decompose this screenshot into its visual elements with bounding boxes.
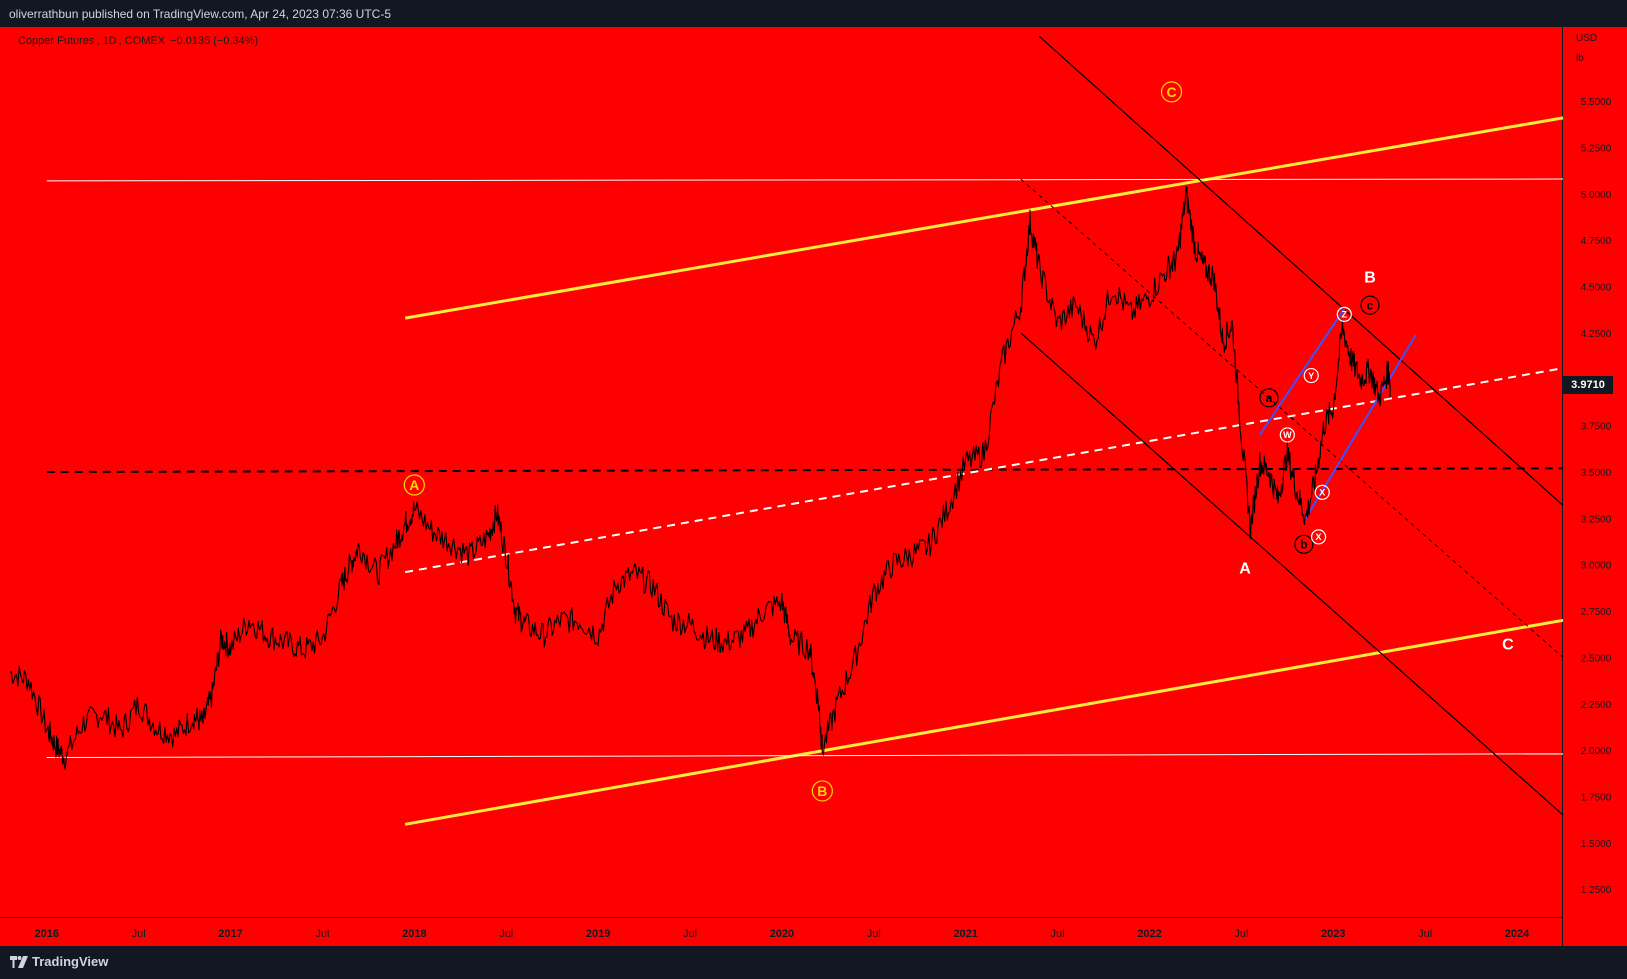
trend-line-white-thin [46, 753, 1564, 759]
wave-label-circle [1360, 295, 1380, 315]
time-axis-background [0, 917, 1563, 946]
time-tick-label: Jul [1051, 928, 1065, 940]
wave-label-B: B [817, 783, 827, 799]
wave-label-circle [1259, 388, 1279, 408]
symbol-legend[interactable]: Copper Futures, 1D, COMEX −0.0135 (−0.34… [18, 35, 259, 47]
price-tick-label: 2.5000 [1581, 653, 1612, 664]
symbol-exchange: COMEX [124, 35, 166, 47]
wave-label-X: X [1316, 532, 1322, 542]
wave-label-X: X [1319, 488, 1325, 498]
footer-bar: TradingView [0, 946, 1627, 979]
wave-label-circle [403, 474, 425, 496]
wave-label-C: C [1166, 84, 1176, 100]
price-tick-label: 4.7500 [1581, 236, 1612, 247]
symbol-name: Copper Futures [18, 35, 95, 47]
trend-line-black-thin-dashed [1020, 178, 1564, 658]
wave-label-circle [1160, 81, 1183, 103]
wave-label-C: C [1502, 636, 1514, 653]
time-tick-label: Jul [499, 928, 513, 940]
symbol-interval: 1D [102, 35, 117, 47]
time-tick-label: Jul [867, 928, 881, 940]
price-axis-background [1563, 27, 1627, 946]
price-line [9, 186, 1391, 770]
trend-line-yellow [404, 116, 1564, 320]
publisher-bar: oliverrathbun published on TradingView.c… [0, 0, 1627, 27]
trend-line-white-thin [46, 178, 1564, 182]
trend-line-blue [1304, 334, 1417, 519]
price-tick-label: 3.0000 [1581, 561, 1612, 572]
last-price-tag: 3.9710 [1563, 375, 1613, 394]
time-tick-label: 2018 [402, 928, 426, 940]
time-axis-ticks: 2016 Jul 2017 Jul 2018 Jul 2019 Jul 2020 Jul 2021 J… [35, 928, 1531, 940]
time-tick-label: Jul [683, 928, 697, 940]
wave-label-Y: Y [1308, 371, 1314, 381]
trend-line-black [1038, 35, 1564, 506]
time-tick-label: 2020 [770, 928, 794, 940]
wave-label-Z: Z [1342, 310, 1348, 320]
wave-labels-layer: C A B B A Ca b c W X X Y Z [403, 81, 1514, 802]
price-tick-label: 5.0000 [1581, 190, 1612, 201]
wave-label-circle [811, 780, 833, 802]
wave-label-B: B [1364, 269, 1376, 286]
wave-label-A: A [1239, 560, 1251, 577]
price-tick-label: 1.7500 [1581, 792, 1612, 803]
axis-unit: lb [1576, 53, 1584, 64]
time-tick-label: 2019 [586, 928, 610, 940]
price-tick-label: 3.7500 [1581, 422, 1612, 433]
wave-label-circle [1310, 529, 1327, 545]
time-tick-label: 2023 [1321, 928, 1345, 940]
price-tick-label: 5.2500 [1581, 144, 1612, 155]
time-tick-label: Jul [132, 928, 146, 940]
trend-line-yellow [404, 618, 1564, 826]
time-tick-label: Jul [1234, 928, 1248, 940]
price-tick-label: 3.2500 [1581, 514, 1612, 525]
tradingview-logo[interactable]: TradingView [10, 954, 108, 969]
brand-text: TradingView [32, 954, 109, 969]
time-tick-label: 2016 [35, 928, 59, 940]
chart-svg[interactable]: C A B B A Ca b c W X X Y Z 5.5000 5.2500 5.0000 4.7500 4… [0, 27, 1627, 946]
axis-currency: USD [1576, 33, 1598, 44]
price-tick-label: 1.2500 [1581, 885, 1612, 896]
price-tick-label: 4.5000 [1581, 283, 1612, 294]
price-tick-label: 3.5000 [1581, 468, 1612, 479]
price-tick-label: 4.2500 [1581, 329, 1612, 340]
wave-label-b: b [1300, 538, 1307, 552]
trend-line-black-dashed [46, 467, 1564, 473]
time-tick-label: 2017 [218, 928, 242, 940]
price-tick-label: 5.5000 [1581, 97, 1612, 108]
price-tick-label: 2.2500 [1581, 700, 1612, 711]
time-tick-label: Jul [1418, 928, 1432, 940]
wave-label-c: c [1367, 298, 1374, 312]
wave-label-A: A [409, 477, 419, 493]
wave-label-circle [1303, 367, 1319, 384]
time-tick-label: Jul [315, 928, 329, 940]
wave-label-circle [1294, 534, 1314, 554]
time-tick-label: 2024 [1505, 928, 1530, 940]
price-tick-label: 2.7500 [1581, 607, 1612, 618]
price-axis-ticks: 5.5000 5.2500 5.0000 4.7500 4.5000 4.2500 3.75… [1581, 97, 1612, 896]
time-tick-label: 2022 [1137, 928, 1161, 940]
wave-label-a: a [1266, 391, 1273, 405]
price-tick-label: 1.5000 [1581, 839, 1612, 850]
wave-label-W: W [1283, 430, 1292, 440]
wave-label-circle [1279, 427, 1295, 443]
publisher-text: oliverrathbun published on TradingView.c… [9, 7, 392, 21]
drawn-lines-layer [46, 35, 1564, 826]
symbol-change: −0.0135 (−0.34%) [170, 35, 259, 47]
price-series-layer [9, 186, 1391, 770]
wave-label-circle [1314, 484, 1330, 500]
price-tick-label: 2.0000 [1581, 746, 1612, 757]
time-tick-label: 2021 [953, 928, 977, 940]
trend-line-blue [1258, 308, 1346, 436]
tradingview-icon [10, 955, 28, 968]
trend-line-black [1020, 332, 1564, 816]
wave-label-circle [1336, 306, 1352, 322]
